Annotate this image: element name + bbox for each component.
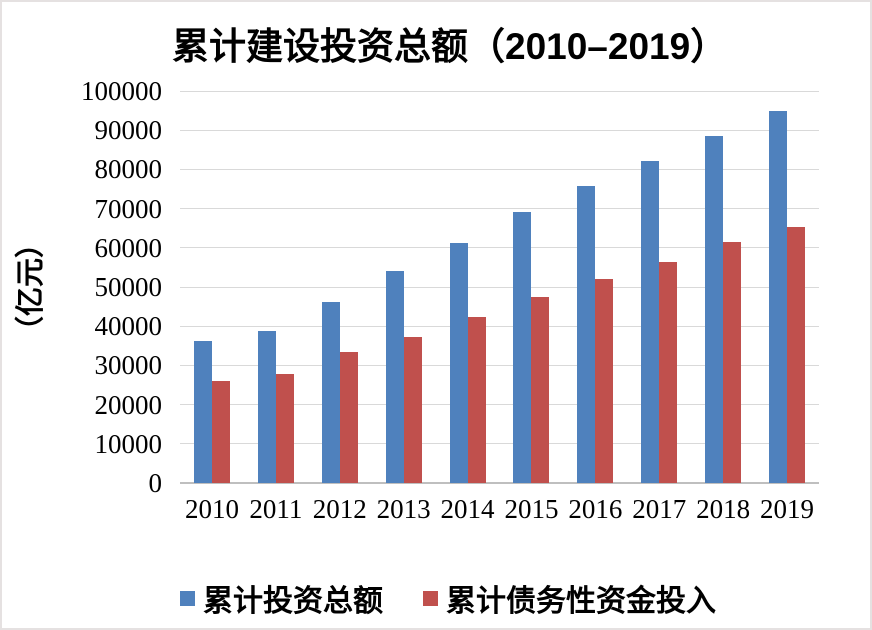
x-tick-label-2011: 2011	[249, 494, 303, 524]
chart-title: 累计建设投资总额（2010–2019）	[172, 26, 728, 67]
y-tick-label: 80000	[94, 154, 163, 185]
y-tick-label: 20000	[94, 389, 163, 420]
bar-2016-series2	[595, 278, 614, 483]
x-tick-label-2014: 2014	[440, 494, 495, 524]
y-tick-label: 70000	[94, 193, 163, 224]
bar-2015-series1	[513, 211, 532, 483]
y-tick-label: 100000	[81, 76, 162, 106]
legend: 累计投资总额 累计债务性资金投入	[180, 576, 716, 620]
bar-2018-series2	[723, 241, 742, 483]
x-tick-label-2013: 2013	[376, 494, 431, 524]
gridline	[180, 364, 819, 366]
y-tick-label: 30000	[94, 350, 163, 381]
legend-swatch-red	[423, 590, 438, 606]
gridline	[180, 247, 819, 249]
gridline	[180, 129, 819, 131]
bar-2016-series1	[577, 185, 596, 483]
bar-2014-series1	[449, 242, 468, 483]
y-tick-label: 60000	[94, 232, 163, 263]
x-tick-label-2016: 2016	[568, 494, 623, 524]
y-tick-label: 10000	[94, 428, 163, 459]
bar-2011-series1	[257, 330, 276, 483]
gridline	[180, 443, 819, 445]
gridline	[180, 168, 819, 170]
legend-item-investment: 累计投资总额	[180, 576, 383, 620]
bar-2010-series2	[211, 381, 230, 483]
bar-2012-series2	[339, 352, 358, 483]
y-tick-label: 0	[148, 468, 163, 498]
x-tick-label-2015: 2015	[504, 494, 559, 524]
gridline	[180, 404, 819, 406]
gridline	[180, 325, 819, 327]
y-tick-label: 50000	[94, 272, 163, 302]
legend-swatch-blue	[180, 590, 195, 606]
x-tick-label-2019: 2019	[760, 494, 815, 524]
bar-2019-series2	[787, 227, 806, 483]
legend-label: 累计投资总额	[203, 585, 383, 618]
legend-label: 累计债务性资金投入	[446, 585, 716, 618]
bar-2013-series2	[403, 336, 422, 483]
gridline	[180, 90, 819, 92]
gridline	[180, 208, 819, 210]
gridline	[180, 286, 819, 288]
y-tick-label: 40000	[94, 311, 163, 342]
legend-item-debt: 累计债务性资金投入	[423, 576, 716, 620]
x-axis-line	[180, 482, 819, 484]
bar-2013-series1	[385, 270, 404, 483]
bar-2015-series2	[531, 296, 550, 483]
bar-2014-series2	[467, 316, 486, 483]
bar-2010-series1	[193, 340, 212, 483]
x-tick-label-2012: 2012	[312, 494, 367, 524]
x-tick-label-2018: 2018	[696, 494, 751, 524]
bar-2017-series1	[641, 161, 660, 483]
x-tick-label-2010: 2010	[184, 494, 239, 524]
y-tick-label: 90000	[94, 115, 163, 146]
bar-2011-series2	[275, 373, 294, 483]
x-tick-label-2017: 2017	[632, 494, 687, 524]
bar-2018-series1	[705, 135, 724, 483]
bar-2012-series1	[321, 301, 340, 483]
bar-2017-series2	[659, 261, 678, 483]
bar-2019-series1	[769, 110, 788, 483]
